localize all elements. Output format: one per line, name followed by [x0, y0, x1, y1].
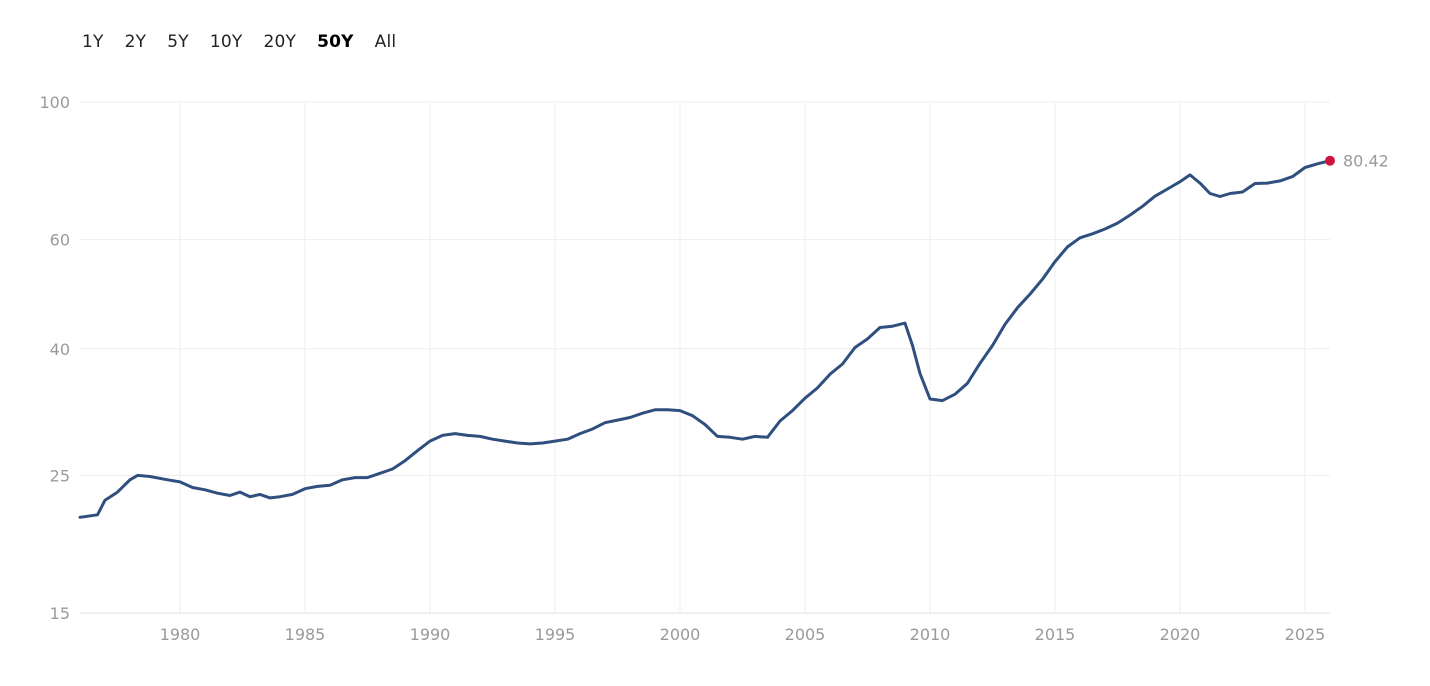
y-tick-label: 25 — [50, 466, 70, 485]
range-tab-20y[interactable]: 20Y — [263, 32, 297, 52]
y-tick-label: 15 — [50, 604, 70, 623]
range-tab-5y[interactable]: 5Y — [167, 32, 189, 52]
last-value-label: 80.42 — [1343, 152, 1389, 171]
x-tick-label: 2010 — [910, 625, 951, 644]
y-tick-label: 60 — [50, 231, 70, 250]
range-tab-all[interactable]: All — [374, 32, 397, 52]
range-tab-10y[interactable]: 10Y — [209, 32, 243, 52]
x-tick-label: 2005 — [785, 625, 826, 644]
x-tick-label: 1985 — [285, 625, 326, 644]
range-selector: 1Y 2Y 5Y 10Y 20Y 50Y All — [72, 30, 407, 54]
gridlines — [80, 101, 1330, 614]
x-tick-label: 2000 — [660, 625, 701, 644]
range-tab-2y[interactable]: 2Y — [124, 32, 147, 52]
last-point-marker — [1325, 155, 1335, 166]
series-layer: 80.42 — [78, 152, 1389, 519]
y-tick-label: 100 — [39, 93, 70, 112]
x-tick-label: 1980 — [160, 625, 201, 644]
series-line — [78, 159, 1332, 519]
x-tick-label: 1995 — [535, 625, 576, 644]
axis-labels: 15 25 40 60 100 1980 1985 1990 1995 2000 2005 2010 2… — [39, 93, 1325, 644]
x-tick-label: 2025 — [1285, 625, 1326, 644]
range-tab-1y[interactable]: 1Y — [82, 32, 104, 52]
x-tick-label: 2020 — [1160, 625, 1201, 644]
x-tick-label: 1990 — [410, 625, 451, 644]
x-tick-label: 2015 — [1035, 625, 1076, 644]
range-tab-50y[interactable]: 50Y — [317, 32, 354, 52]
y-tick-label: 40 — [50, 340, 70, 359]
